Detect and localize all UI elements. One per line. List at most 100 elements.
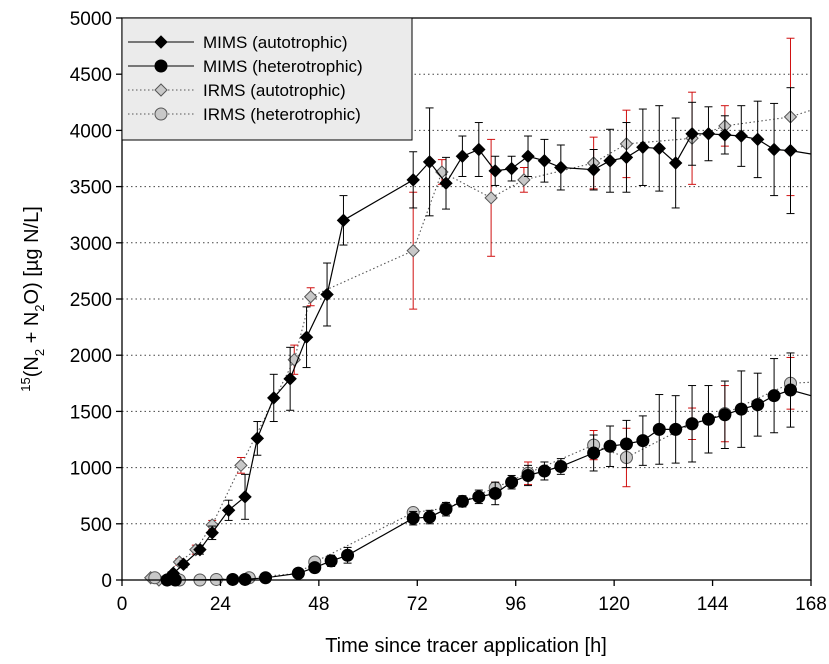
legend-marker [154,83,168,97]
data-point [587,446,601,460]
data-point [750,132,765,147]
data-point [537,464,551,478]
legend-marker [154,107,168,121]
data-point [299,330,314,344]
data-point [238,490,252,504]
data-point [341,548,355,562]
data-point [303,290,318,304]
data-point [291,566,305,580]
axes: 0 24 48 72 96 120 144 168 0 500 1000 1500 2000 2500 30… [70,9,827,615]
data-point [234,458,248,473]
y-axis-title-mid: + N [21,312,43,349]
y-tick-label: 4000 [70,121,112,142]
data-point [701,127,716,141]
data-point [439,176,453,190]
y-tick-label: 3000 [70,234,112,255]
legend-label: MIMS (heterotrophic) [203,57,363,76]
data-point [685,127,699,141]
data-point [221,503,236,518]
data-point [488,164,502,178]
data-point [283,372,297,386]
data-point [336,213,351,228]
data-point [783,383,797,397]
x-tick-label: 168 [795,594,827,615]
data-point [751,398,765,412]
x-tick-label: 48 [308,594,329,615]
data-point [484,191,498,205]
data-point [652,422,666,436]
data-point [267,391,281,405]
data-point [603,154,617,168]
y-axis-title-post: O) [µg N/L] [21,206,43,304]
data-point [685,417,699,431]
x-tick-label: 120 [598,594,630,615]
data-point [259,571,273,585]
data-point [603,439,617,453]
legend-item: IRMS (autotrophic) [128,81,346,100]
data-point [193,542,207,557]
y-tick-label: 3500 [70,178,112,199]
y-tick-label: 2000 [70,346,112,367]
x-axis-title: Time since tracer application [h] [325,635,607,657]
x-tick-label: 0 [117,594,128,615]
data-point [554,160,568,175]
data-point [250,431,265,446]
y-axis-title: 15(N2 + N2O) [µg N/L] [18,206,47,392]
y-tick-label: 5000 [70,9,112,30]
data-point [406,173,420,187]
legend-items: MIMS (autotrophic) MIMS (heterotrophic) IR… [128,33,363,124]
data-point [636,140,650,154]
data-point [488,486,502,500]
data-point [554,459,568,473]
data-point [701,412,715,426]
data-point [586,163,601,177]
y-axis-title-sub1: 2 [32,349,47,356]
y-tick-label: 0 [101,571,112,592]
legend-label: IRMS (autotrophic) [203,81,346,100]
legend-item: IRMS (heterotrophic) [128,105,361,124]
data-point [406,511,420,525]
data-point [455,494,469,508]
data-point [718,408,732,422]
legend-label: IRMS (heterotrophic) [203,105,361,124]
legend-marker [154,59,168,73]
data-point [148,571,162,585]
data-point [767,142,781,157]
data-point [406,243,420,258]
data-point [537,154,552,168]
x-tick-label: 144 [697,594,729,615]
data-point [619,150,634,165]
y-axis-title-sup: 15 [18,377,33,391]
data-point [767,389,781,403]
data-point [669,422,683,436]
legend: MIMS (autotrophic) MIMS (heterotrophic) IR… [121,17,413,141]
x-tick-label: 24 [210,594,232,615]
y-axis-title-sub2: 2 [32,304,47,311]
data-point [423,510,437,524]
legend-label: MIMS (autotrophic) [203,33,348,52]
data-point [521,149,535,163]
legend-marker [154,35,168,49]
y-axis-title-pre: (N [21,356,43,377]
data-point [472,490,486,504]
data-point [636,434,650,448]
data-point [668,156,683,170]
y-tick-label: 1000 [70,459,112,480]
data-point [521,468,535,482]
data-point [505,475,519,489]
data-point [504,161,519,176]
data-point [320,287,334,302]
data-point [176,557,191,571]
x-tick-label: 72 [407,594,428,615]
legend-box [121,17,413,141]
y-tick-label: 1500 [70,402,112,423]
data-point [718,128,732,142]
data-point [439,502,453,516]
data-point [734,402,748,416]
series-layer [144,37,812,587]
legend-item: MIMS (heterotrophic) [128,57,363,76]
data-point [308,561,322,575]
data-point [472,142,486,157]
data-point [652,141,666,156]
